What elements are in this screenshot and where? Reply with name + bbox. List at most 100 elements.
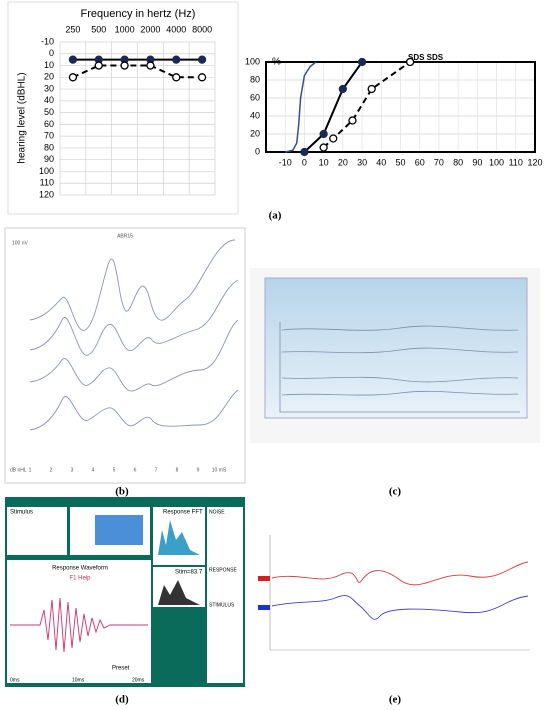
x-tick-label: 250	[65, 24, 80, 34]
abr-tick-label: 8	[176, 467, 179, 473]
side-label: NOISE	[209, 509, 225, 515]
x-tick-label: 2000	[140, 24, 160, 34]
marker	[357, 57, 367, 67]
panel-label: (d)	[115, 694, 129, 706]
x-tick-label: 1000	[115, 24, 135, 34]
marker	[319, 129, 328, 139]
stimulus-box	[7, 507, 67, 555]
y-tick-label: 0	[255, 146, 260, 156]
blue-box	[95, 515, 143, 545]
x-tick-label: -10	[279, 157, 292, 167]
box-title: Response Waveform	[52, 566, 108, 572]
time-label: 0ms	[10, 677, 20, 683]
marker	[319, 143, 328, 152]
x-tick-label: 8000	[192, 24, 212, 34]
x-tick-label: 500	[91, 24, 106, 34]
abr-unit: dB nHL	[10, 467, 27, 473]
panel-label: (c)	[389, 486, 402, 498]
y-tick-label: 100	[245, 56, 260, 66]
abr-traces	[29, 239, 239, 431]
y-tick-label: 80	[250, 74, 260, 84]
y-tick-label: 70	[44, 131, 54, 141]
series-line	[322, 61, 411, 149]
x-tick-label: 90	[472, 157, 482, 167]
y-axis-label: hearing level (dBHL)	[17, 72, 28, 163]
annotation: SDS SDS	[408, 53, 444, 62]
side-label: RESPONSE	[209, 567, 237, 573]
y-tick-label: 30	[44, 83, 54, 93]
x-tick-label: 120	[527, 157, 542, 167]
blue-trace	[271, 595, 529, 620]
chart-title: Frequency in hertz (Hz)	[81, 8, 196, 20]
panel-label: (e)	[389, 694, 402, 706]
abr-tick-label: 10 mS	[212, 467, 227, 473]
y-tick-label: 0	[49, 48, 54, 58]
y-tick-label: 60	[44, 119, 54, 129]
x-tick-label: 70	[434, 157, 444, 167]
marker	[197, 55, 207, 64]
waveform-box	[7, 560, 151, 683]
y-tick-label: -10	[41, 36, 54, 46]
marker	[68, 73, 78, 82]
preset-label: Preset	[112, 666, 130, 672]
y-tick-label: 100	[39, 166, 54, 176]
abr-title: ABR15	[117, 233, 133, 239]
marker	[338, 84, 348, 94]
abr-tick-label: 2	[50, 467, 53, 473]
marker	[348, 116, 357, 125]
abr-tick-label: 5	[113, 467, 116, 473]
x-tick-label: 4000	[166, 24, 186, 34]
x-tick-label: 50	[395, 157, 405, 167]
audiogram-frame	[7, 1, 239, 215]
abr-tick-label: 7	[155, 467, 158, 473]
marker	[94, 61, 103, 70]
stim-shape	[158, 580, 200, 605]
x-tick-label: 10	[319, 157, 329, 167]
x-tick-label: 80	[453, 157, 463, 167]
box-title: Response FFT	[163, 510, 203, 516]
panel-label: (a)	[269, 210, 282, 222]
y-tick-label: 110	[40, 178, 54, 188]
x-tick-label: 20	[338, 157, 348, 167]
oae-axes	[269, 535, 530, 651]
marker	[172, 55, 181, 64]
y-tick-label: 80	[44, 142, 54, 152]
waveform	[10, 597, 148, 653]
x-tick-label: 100	[489, 157, 504, 167]
abr-tick-label: 4	[92, 467, 95, 473]
x-tick-label: 30	[357, 157, 367, 167]
y-tick-label: 90	[44, 154, 54, 164]
abr-frame	[4, 227, 246, 484]
y-tick-label: 120	[39, 189, 54, 199]
marker	[68, 55, 78, 64]
panel-label: (b)	[115, 486, 129, 498]
marker	[197, 73, 207, 82]
marker	[367, 84, 376, 94]
marker	[329, 134, 338, 143]
y-tick-label: 20	[44, 72, 54, 82]
y-tick-label: 50	[44, 107, 54, 117]
side-label: STIMULUS	[209, 602, 235, 608]
abr-tick-label: 9	[197, 467, 200, 473]
y-tick-label: 20	[250, 128, 260, 138]
time-label: 10ms	[72, 677, 85, 683]
stim-label: Stim=83.7	[175, 570, 203, 576]
marker	[172, 73, 181, 82]
x-tick-label: 60	[415, 157, 425, 167]
red-tag	[258, 576, 270, 581]
blue-tag	[258, 605, 270, 610]
help-label: F1 Help	[69, 576, 91, 582]
screen-traces	[279, 322, 520, 413]
series-line	[285, 61, 317, 153]
red-trace	[271, 561, 529, 586]
series-line	[72, 64, 203, 79]
y-tick-label: 40	[44, 95, 54, 105]
marker	[405, 57, 415, 67]
marker	[300, 147, 309, 157]
x-tick-label: 0	[302, 157, 307, 167]
fft-shape	[158, 520, 200, 555]
x-tick-label: 110	[509, 157, 523, 167]
marker	[146, 61, 155, 70]
abr-scale: 100 nV	[12, 240, 29, 246]
